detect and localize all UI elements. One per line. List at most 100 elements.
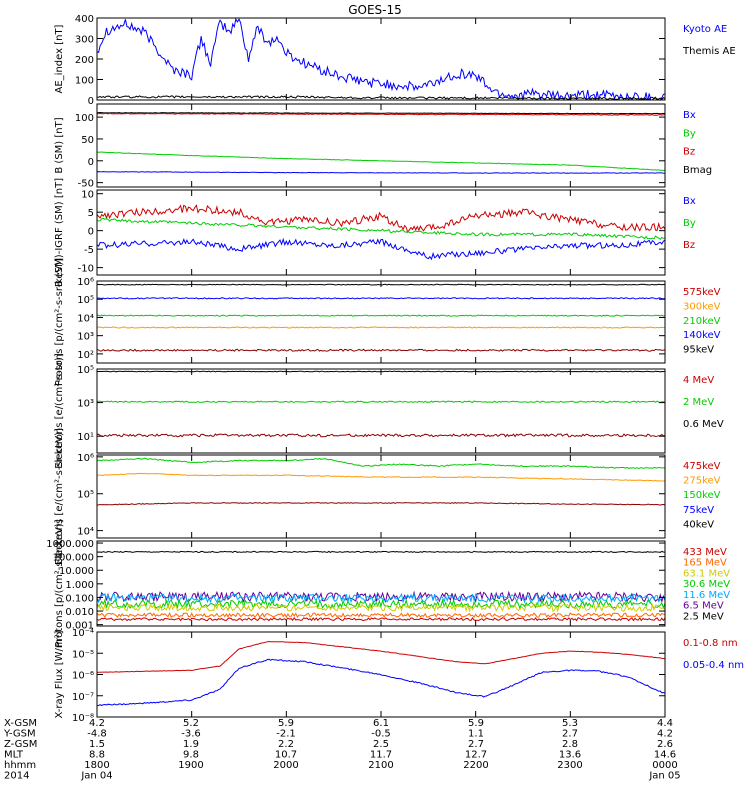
panel-protons1: 10² 10³ 10⁴ 10⁵ 10⁶ Protons [p/(cm²-s-sr-keV)… (54, 258, 721, 386)
footer-row-label: X-GSM (4, 718, 37, 729)
y-axis-label: Protons [p/(cm²-s-sr-keV)] (54, 258, 65, 386)
footer-value: 0000 (652, 760, 677, 771)
y-tick-label: 10⁶ (77, 453, 94, 464)
footer-value: 11.7 (370, 750, 392, 761)
series-line-0-1-0-8-nm (97, 640, 665, 673)
y-axis-label: Electrons [e/(cm²-s-sr-keV)] (54, 428, 65, 565)
y-axis-label: AE_index [nT] (54, 24, 65, 93)
y-tick-label: 0 (88, 227, 94, 238)
panel-bsm: -50 0 50 100 B (SM) [nT] Bx By Bz Bmag (54, 103, 712, 190)
series-line-165-MeV (97, 611, 665, 619)
y-tick-label: 300 (75, 35, 94, 46)
series-line-575keV (97, 348, 665, 352)
date-end-label: Jan 05 (648, 771, 680, 782)
series-line-150keV (97, 457, 665, 469)
legend-label: Bx (683, 110, 696, 121)
series-line-Kyoto-AE (97, 18, 665, 100)
y-tick-label: 0 (88, 96, 94, 107)
y-tick-label: 100.000 (53, 553, 94, 564)
legend-label: 475keV (683, 461, 721, 472)
footer-value: 9.8 (183, 750, 199, 761)
y-tick-label: -10 (78, 264, 94, 275)
footer-value: 2.7 (562, 729, 578, 740)
footer-row-label: hhmm (4, 760, 36, 771)
y-tick-label: -50 (78, 179, 94, 190)
panel-ae: 0 100 200 300 400 AE_index [nT] Kyoto AE Themis… (54, 14, 736, 107)
legend-label: Bz (683, 147, 695, 158)
y-tick-label: 10⁴ (77, 313, 94, 324)
footer-row-label: MLT (4, 750, 24, 761)
panel-frame (96, 454, 666, 539)
footer-value: 1.9 (183, 739, 199, 750)
y-tick-label: 10.000 (59, 566, 94, 577)
legend-label: By (683, 128, 696, 139)
footer-value: 4.2 (657, 729, 673, 740)
legend-label: 11.6 MeV (683, 590, 730, 601)
panel-frame (96, 368, 666, 454)
y-tick-label: 10⁻⁸ (72, 713, 94, 724)
legend-label: 2 MeV (683, 397, 714, 408)
panel-xray: 10⁻⁸ 10⁻⁷ 10⁻⁶ 10⁻⁵ 10⁻⁴ X-ray Flux [W/m²] 0.1… (54, 628, 744, 724)
series-line-4-MeV (97, 433, 665, 438)
y-axis-label: B (SM) [nT] (54, 117, 65, 173)
legend-label: 4 MeV (683, 375, 714, 386)
legend-label: 30.6 MeV (683, 579, 730, 590)
panel-frame (96, 540, 666, 627)
y-tick-label: 10 (81, 190, 94, 201)
footer-value: 5.2 (183, 718, 199, 729)
footer-row-label: Z-GSM (4, 739, 37, 750)
legend-label: Themis AE (682, 46, 736, 57)
series-line-433-MeV (97, 616, 665, 622)
y-tick-label: 10³ (77, 332, 94, 343)
legend-label: 300keV (683, 301, 721, 312)
series-line-2-MeV (97, 400, 665, 403)
y-axis-label: Protons [p/(cm²-s-sr-keV)] (54, 519, 65, 647)
y-tick-label: 10⁴ (77, 527, 94, 538)
panel-protons2: 0.001 0.010 0.100 1.000 10.000 100.000 1000.00… (46, 519, 730, 647)
y-tick-label: 10⁶ (77, 277, 94, 288)
footer-value: 2.7 (468, 739, 484, 750)
legend-label: 433 MeV (683, 547, 727, 558)
footer-value: 2100 (368, 760, 393, 771)
footer-value: 1.1 (468, 729, 484, 740)
y-tick-label: 50 (81, 135, 94, 146)
y-tick-label: -5 (84, 245, 94, 256)
footer-value: 5.9 (468, 718, 484, 729)
y-tick-label: 0.010 (65, 607, 94, 618)
footer-value: 2.5 (373, 739, 389, 750)
legend-label: 210keV (683, 316, 721, 327)
footer-value: 2.2 (278, 739, 294, 750)
series-line-63-1-MeV (97, 602, 665, 613)
footer-value: 13.6 (559, 750, 581, 761)
footer-value: 4.4 (657, 718, 673, 729)
y-tick-label: 0.100 (65, 593, 94, 604)
legend-label: 275keV (683, 476, 721, 487)
footer-value: 8.8 (89, 750, 105, 761)
footer-value: 12.7 (465, 750, 487, 761)
series-line-Bz (97, 204, 665, 234)
y-tick-label: 0.001 (65, 621, 94, 632)
footer-value: -2.1 (276, 729, 296, 740)
series-line-275keV (97, 472, 665, 482)
y-tick-label: 10² (77, 350, 94, 361)
legend-label: Bmag (683, 165, 712, 176)
series-line-11-6-MeV (97, 592, 665, 604)
panel-frame (96, 189, 666, 276)
footer-value: 2300 (557, 760, 582, 771)
series-line-Bx (97, 237, 665, 261)
series-line-6-5-MeV (97, 590, 665, 604)
y-tick-label: 0 (88, 157, 94, 168)
footer-value: -4.8 (87, 729, 107, 740)
panel-electrons1: 10¹ 10³ 10⁵ Electrons [e/(cm²-s-sr)] 4 MeV 2 … (54, 353, 724, 469)
series-line-475keV (97, 502, 665, 506)
footer-value: 6.1 (373, 718, 389, 729)
y-tick-label: 10⁻⁷ (72, 692, 94, 703)
y-tick-label: 10⁵ (77, 490, 94, 501)
legend-label: 95keV (683, 345, 714, 356)
legend-label: 575keV (683, 287, 721, 298)
y-axis-label: B (SM)-IGRF (SM) [nT] (54, 178, 65, 287)
footer-value: 1800 (84, 760, 109, 771)
footer-row-label: Y-GSM (3, 729, 36, 740)
